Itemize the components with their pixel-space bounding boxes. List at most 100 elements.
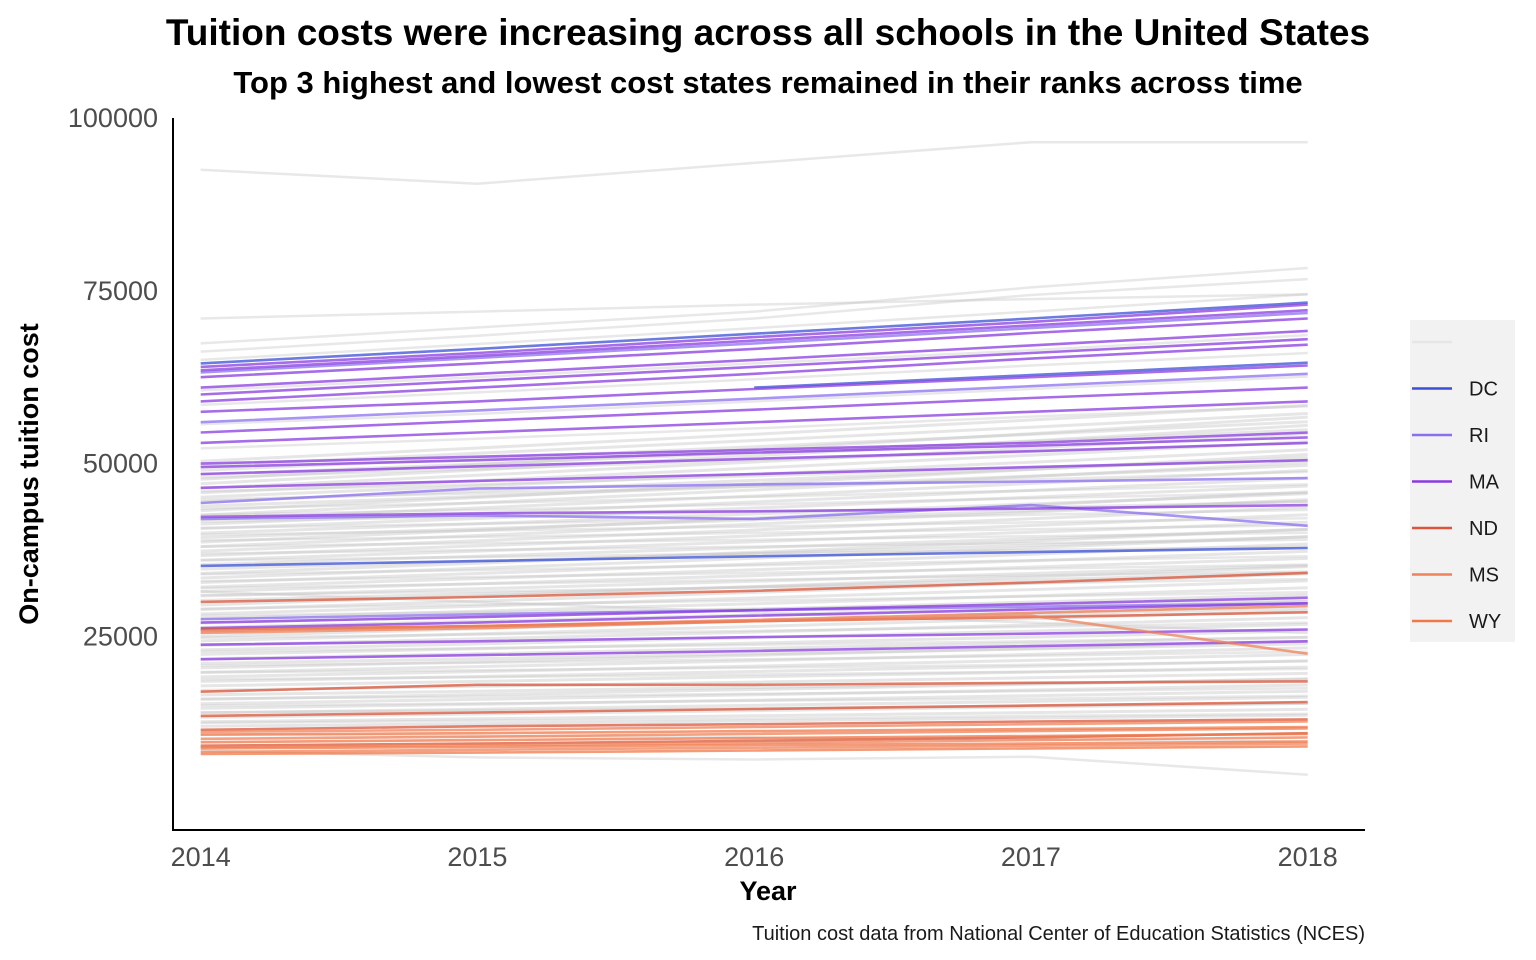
y-tick-label: 75000 [83, 276, 158, 306]
legend-label: MS [1469, 565, 1499, 587]
series-line-ma [200, 436, 1308, 469]
y-axis-title: On-campus tuition cost [14, 323, 44, 625]
series-line-ma [200, 458, 1308, 490]
series-line-ms [200, 720, 1308, 734]
background-series-line [200, 564, 1308, 598]
background-series-line [200, 563, 1308, 583]
series-line-ms [200, 736, 1308, 749]
background-series-line [200, 694, 1308, 707]
background-series-line [200, 652, 1308, 679]
chart-title: Tuition costs were increasing across all… [166, 12, 1370, 53]
background-series-line [200, 642, 1308, 665]
series-line-ma [200, 303, 1308, 369]
chart-caption: Tuition cost data from National Center o… [752, 923, 1365, 945]
background-series-line [200, 412, 1308, 468]
background-series-line [200, 293, 1308, 320]
background-series-line [200, 683, 1308, 706]
background-series-line [200, 483, 1308, 510]
series-line-ma [200, 441, 1308, 476]
series-line-nd [200, 680, 1308, 693]
background-series-line [200, 266, 1308, 345]
x-tick-label: 2017 [1001, 842, 1061, 872]
x-tick-label: 2014 [171, 842, 231, 872]
series-line-ma [200, 329, 1308, 389]
x-tick-labels: 2014 2015 2016 2017 2018 [171, 842, 1338, 872]
legend-label: DC [1469, 379, 1498, 401]
background-series-line [200, 687, 1308, 700]
series-line-ma [200, 400, 1308, 445]
background-series-line [200, 556, 1308, 593]
background-series-line [200, 531, 1308, 548]
background-series-line [200, 523, 1308, 542]
y-tick-label: 100000 [68, 103, 158, 133]
background-series-line [200, 650, 1308, 667]
series-line-dc [200, 546, 1308, 568]
background-series-line [200, 293, 1308, 362]
series-line-wy [200, 725, 1308, 736]
background-series-line [200, 713, 1308, 728]
background-series-line [200, 749, 1308, 776]
background-series-line [200, 635, 1308, 653]
background-series-line [200, 689, 1308, 710]
background-series-line [200, 333, 1308, 392]
background-series-line [200, 528, 1308, 567]
background-series-line [200, 277, 1308, 353]
background-series-line [200, 461, 1308, 517]
series-line-ri [200, 372, 1308, 424]
background-series-line [200, 586, 1308, 620]
legend-label: RI [1469, 425, 1489, 447]
background-series-line [200, 695, 1308, 715]
y-tick-labels: 25000 50000 75000 100000 [68, 103, 158, 651]
series-line-ma [200, 503, 1308, 519]
highlighted-lines [200, 301, 1308, 756]
series-line-ms [200, 742, 1308, 754]
series-line-wy [200, 732, 1308, 744]
background-series-line [200, 351, 1308, 407]
series-line-ma [200, 308, 1308, 372]
series-line-ma [200, 628, 1308, 646]
background-series-line [200, 405, 1308, 450]
background-series-line [200, 629, 1308, 656]
series-line-ma [200, 602, 1308, 630]
series-line-ma [200, 317, 1308, 379]
series-line-ma [200, 431, 1308, 465]
background-series-line [200, 463, 1308, 508]
background-series-line [200, 599, 1308, 617]
background-series-line [200, 513, 1308, 558]
background-series-line [200, 667, 1308, 681]
background-series-line [200, 491, 1308, 517]
x-tick-label: 2018 [1278, 842, 1338, 872]
y-tick-label: 50000 [83, 449, 158, 479]
background-series-line [200, 505, 1308, 553]
series-line-ms [200, 604, 1308, 633]
series-line-dc [200, 301, 1308, 365]
background-series-line [200, 423, 1308, 486]
x-axis-title: Year [739, 876, 797, 906]
background-series-line [200, 659, 1308, 683]
background-series-line [200, 660, 1308, 674]
background-series-line [200, 545, 1308, 562]
x-tick-label: 2015 [447, 842, 507, 872]
background-series-line [200, 639, 1308, 670]
series-line-dc [754, 361, 1308, 389]
background-series-line [200, 707, 1308, 724]
axes [172, 118, 1365, 831]
series-line-ri [200, 311, 1308, 374]
plot-area [200, 140, 1308, 776]
chart-subtitle: Top 3 highest and lowest cost states rem… [233, 65, 1302, 100]
background-series-line [200, 549, 1308, 589]
legend-label: WY [1469, 611, 1501, 633]
series-line-nd [200, 700, 1308, 718]
series-line-ma [200, 640, 1308, 661]
series-line-nd [200, 718, 1308, 732]
background-series-line [200, 140, 1308, 185]
background-series-line [200, 470, 1308, 501]
background-series-line [200, 621, 1308, 640]
series-line-ri [200, 503, 1308, 528]
legend-items: DC RI MA ND MS WY [1412, 340, 1501, 633]
background-series-line [200, 492, 1308, 535]
background-series-line [200, 375, 1308, 426]
series-line-ma [200, 337, 1308, 396]
background-series-line [200, 520, 1308, 562]
